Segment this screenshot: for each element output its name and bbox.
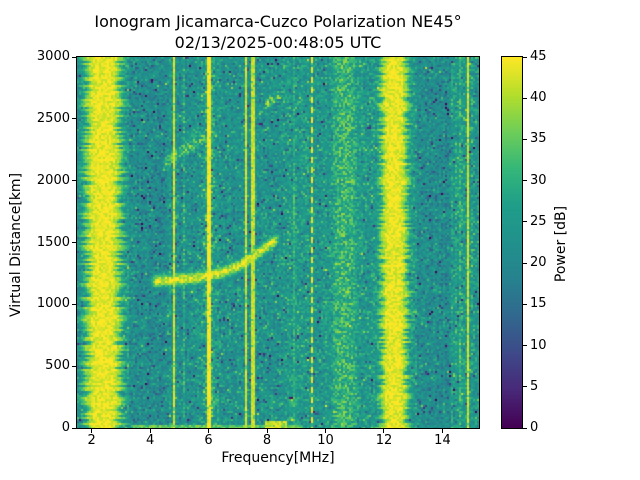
x-tick-mark bbox=[91, 429, 93, 433]
colorbar-tick-mark bbox=[523, 97, 527, 99]
colorbar-tick-label: 0 bbox=[530, 420, 539, 435]
y-tick-label: 2000 bbox=[36, 172, 70, 188]
x-tick-mark bbox=[149, 429, 151, 433]
x-tick-mark bbox=[266, 429, 268, 433]
colorbar-tick-mark bbox=[523, 262, 527, 264]
colorbar-tick-mark bbox=[523, 180, 527, 182]
x-tick-label: 6 bbox=[204, 433, 213, 448]
y-tick-mark bbox=[72, 56, 76, 58]
y-tick-mark bbox=[72, 365, 76, 367]
y-axis-label: Virtual Distance[km] bbox=[8, 172, 24, 318]
x-tick-label: 2 bbox=[87, 433, 96, 448]
y-tick-label: 500 bbox=[45, 358, 70, 374]
y-tick-mark bbox=[72, 118, 76, 120]
colorbar-tick-label: 15 bbox=[530, 296, 547, 312]
colorbar-tick-mark bbox=[523, 303, 527, 305]
colorbar-tick-label: 10 bbox=[530, 337, 547, 353]
colorbar-gradient-canvas bbox=[502, 57, 522, 428]
x-tick-mark bbox=[441, 429, 443, 433]
colorbar-tick-mark bbox=[523, 56, 527, 58]
colorbar-tick-label: 30 bbox=[530, 172, 547, 188]
colorbar-tick-mark bbox=[523, 138, 527, 140]
colorbar-tick-label: 40 bbox=[530, 90, 547, 106]
y-tick-label: 1500 bbox=[36, 234, 70, 250]
plot-frame bbox=[76, 56, 480, 429]
x-tick-mark bbox=[325, 429, 326, 433]
chart-title-block: Ionogram Jicamarca-Cuzco Polarization NE… bbox=[77, 11, 479, 53]
colorbar-tick-mark bbox=[523, 221, 527, 223]
x-tick-mark bbox=[208, 429, 210, 433]
y-tick-mark bbox=[72, 180, 76, 182]
x-axis-label: Frequency[MHz] bbox=[221, 450, 335, 466]
y-tick-mark bbox=[72, 427, 76, 429]
y-tick-label: 3000 bbox=[36, 49, 70, 64]
x-tick-label: 10 bbox=[317, 433, 334, 448]
chart-subtitle: 02/13/2025-00:48:05 UTC bbox=[174, 33, 382, 52]
x-tick-mark bbox=[383, 429, 385, 433]
y-tick-label: 2500 bbox=[36, 110, 70, 126]
chart-title: Ionogram Jicamarca-Cuzco Polarization NE… bbox=[94, 12, 462, 31]
x-tick-label: 12 bbox=[375, 433, 393, 448]
colorbar-label: Power [dB] bbox=[553, 205, 569, 283]
colorbar-tick-label: 35 bbox=[530, 131, 547, 147]
colorbar-tick-label: 25 bbox=[530, 213, 547, 229]
colorbar-tick-mark bbox=[523, 386, 527, 388]
ionogram-heatmap-canvas bbox=[77, 57, 479, 428]
y-tick-mark bbox=[72, 303, 76, 305]
colorbar-tick-label: 20 bbox=[530, 255, 547, 271]
y-tick-label: 1000 bbox=[36, 296, 70, 312]
x-tick-label: 8 bbox=[262, 433, 272, 448]
x-tick-label: 14 bbox=[434, 433, 451, 448]
y-tick-label: 0 bbox=[61, 420, 70, 435]
colorbar-tick-mark bbox=[523, 345, 527, 347]
colorbar-tick-mark bbox=[523, 427, 527, 429]
y-tick-mark bbox=[72, 242, 76, 243]
colorbar-frame bbox=[501, 56, 523, 429]
colorbar-tick-label: 5 bbox=[530, 378, 539, 394]
colorbar-tick-label: 45 bbox=[530, 49, 547, 64]
x-tick-label: 4 bbox=[145, 433, 155, 448]
